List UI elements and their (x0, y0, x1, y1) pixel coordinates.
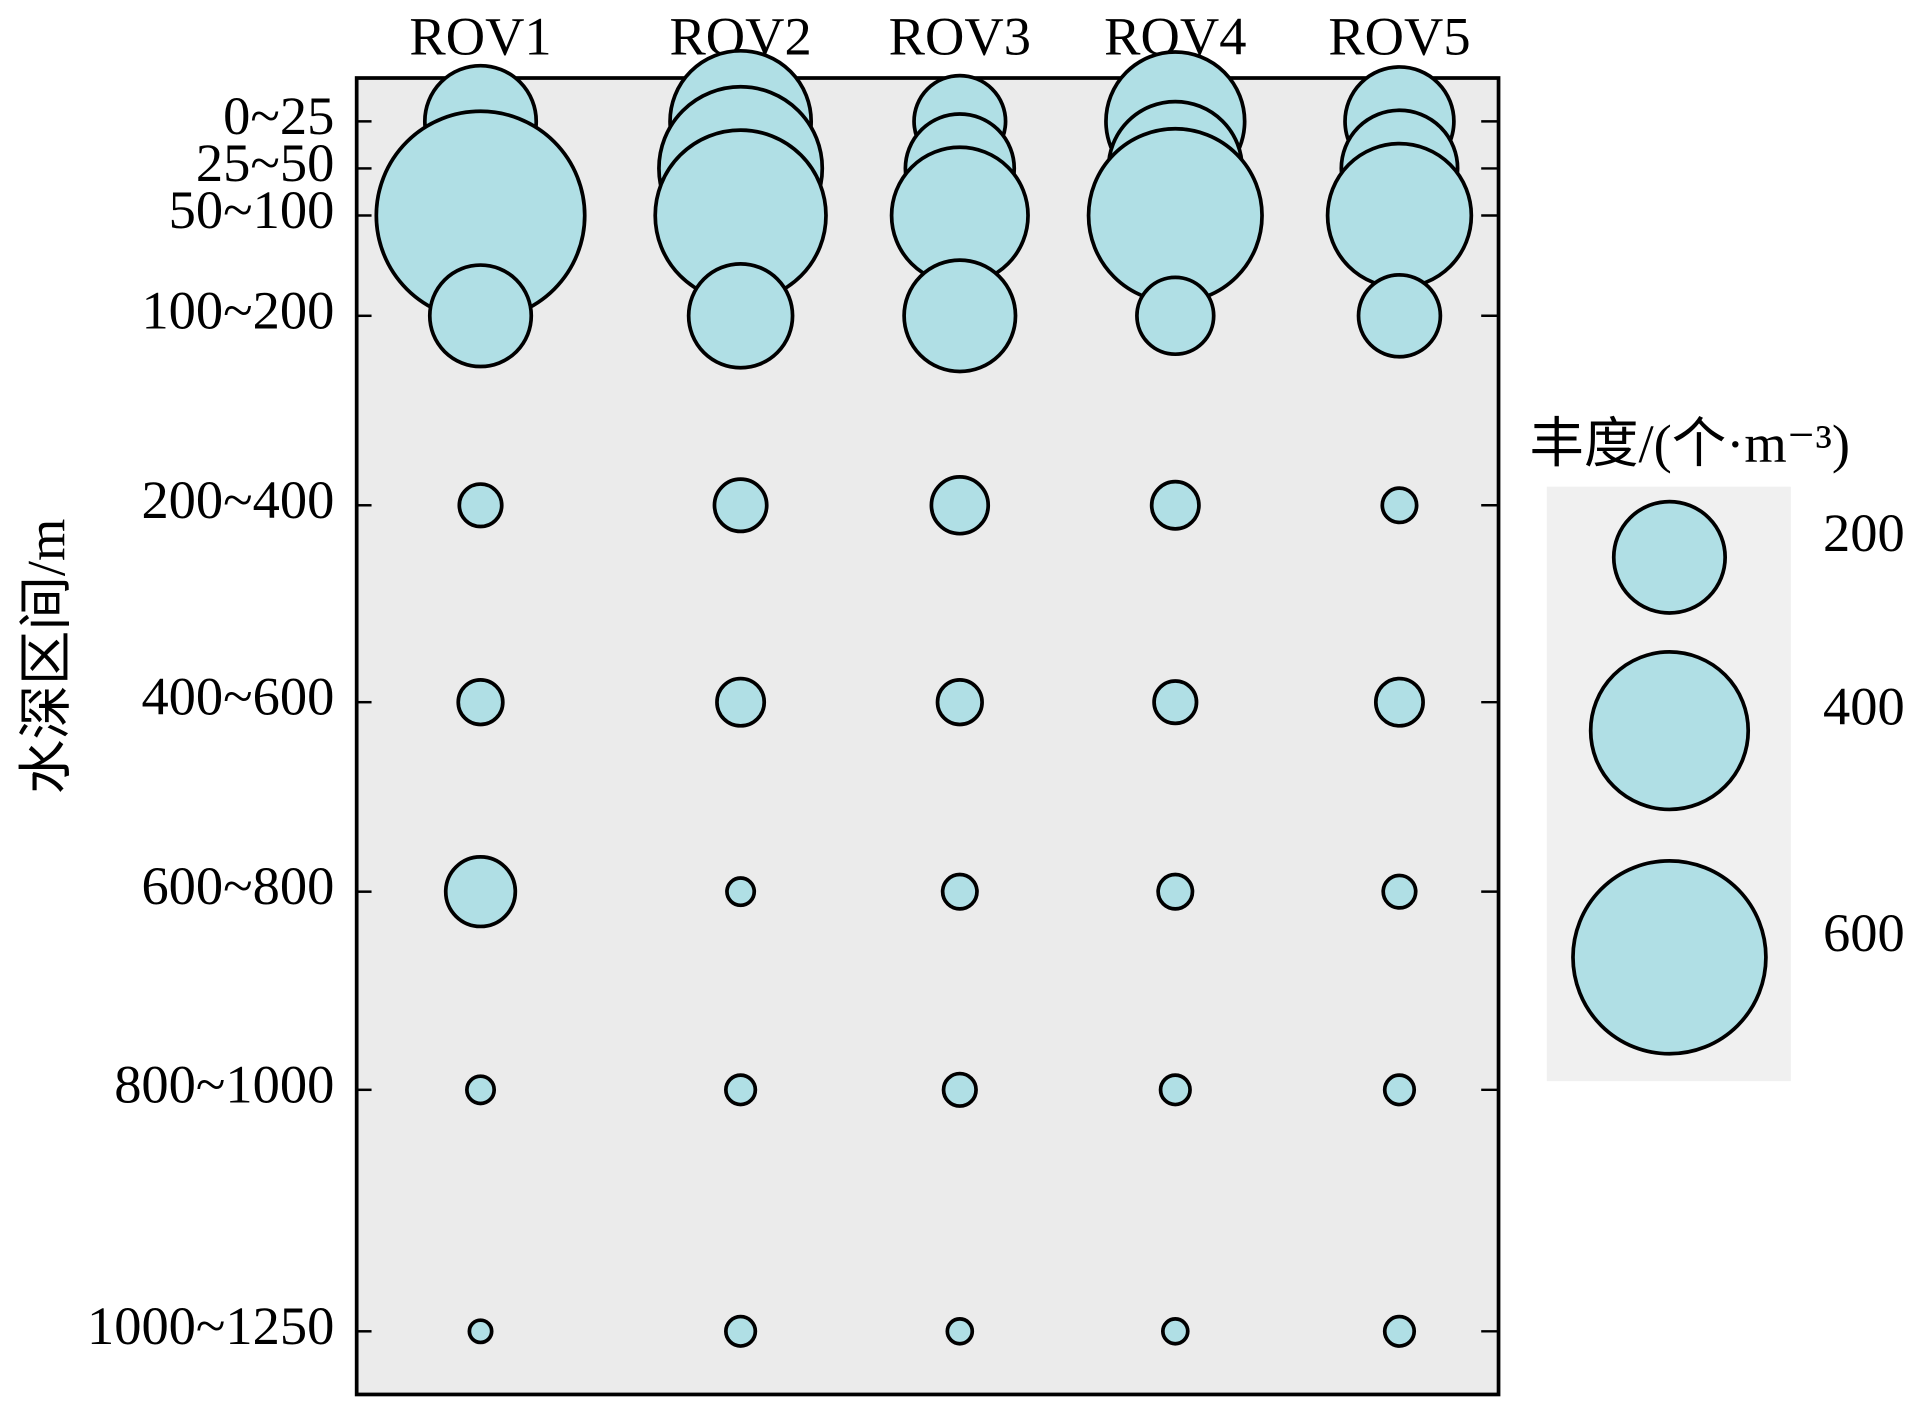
bubble (1149, 479, 1201, 531)
bubble (1135, 275, 1216, 357)
bubble (1381, 873, 1418, 910)
legend-label: 400 (1823, 676, 1905, 737)
bubble (935, 678, 984, 727)
bubble (712, 477, 769, 534)
bubble (1380, 486, 1419, 525)
bubble (715, 676, 767, 728)
bubble (1356, 273, 1443, 359)
bubble (1382, 1073, 1417, 1107)
y-axis-title: 水深区间/m (16, 519, 77, 794)
bubble (725, 876, 757, 908)
bubble (1158, 1073, 1192, 1107)
y-tick-label: 100~200 (141, 279, 334, 340)
bubble (1156, 872, 1195, 911)
legend-title: 丰度/(个·m⁻³) (1530, 413, 1851, 474)
bubble (686, 261, 795, 370)
bubble (457, 482, 504, 529)
bubble (1152, 679, 1199, 726)
bubble (1325, 141, 1474, 290)
bubble (443, 855, 518, 929)
bubble (467, 1318, 494, 1345)
legend-label: 200 (1823, 502, 1905, 563)
y-tick-label: 200~400 (141, 469, 334, 530)
bubble (1373, 676, 1425, 728)
y-tick-label: 0~25 (223, 85, 334, 146)
bubble (724, 1314, 758, 1348)
bubble (941, 1071, 978, 1108)
legend-bubble (1611, 499, 1727, 615)
x-category-label: ROV5 (1328, 6, 1470, 67)
bubble (724, 1073, 758, 1107)
y-tick-label: 400~600 (141, 666, 334, 727)
y-tick-label: 800~1000 (114, 1053, 334, 1114)
bubble (940, 872, 979, 911)
x-category-label: ROV3 (889, 6, 1031, 67)
legend-bubble (1588, 650, 1751, 812)
bubble (1382, 1314, 1417, 1348)
bubble (902, 258, 1018, 374)
bubble (456, 678, 505, 727)
bubble (929, 475, 991, 536)
legend-label: 600 (1823, 902, 1905, 963)
y-tick-label: 1000~1250 (87, 1295, 334, 1356)
x-category-label: ROV1 (409, 6, 551, 67)
legend-bubble (1571, 858, 1768, 1056)
bubble (1160, 1316, 1190, 1346)
bubble (427, 263, 534, 369)
y-tick-label: 50~100 (169, 179, 335, 240)
y-tick-label: 25~50 (196, 132, 334, 193)
bubble (945, 1316, 975, 1346)
y-tick-label: 600~800 (141, 855, 334, 916)
bubble (465, 1074, 497, 1106)
